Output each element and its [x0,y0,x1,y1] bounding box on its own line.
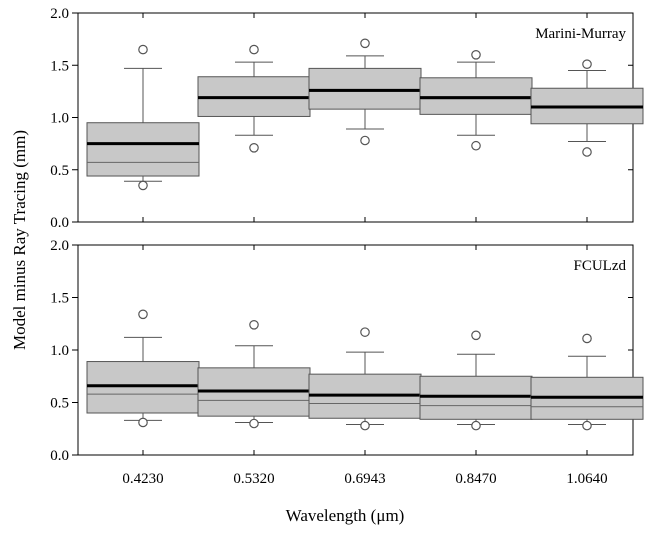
outlier-point [360,38,370,49]
x-tick-label: 1.0640 [566,471,607,487]
outlier-point [138,417,148,428]
box-rect [419,77,533,115]
panel-2: 0.0 0.5 1.0 1.5 2.0 FCULzd [50,238,644,464]
box-0.4230 [86,309,200,428]
box-0.5320 [197,319,311,429]
y-tick-label: 1.5 [50,58,69,74]
outlier-point [471,330,481,341]
outlier-point [582,147,592,157]
y-tick-label: 2.0 [50,238,69,254]
outlier-point [582,59,592,70]
outlier-point [471,420,481,431]
panel-label: Marini-Murray [535,26,626,42]
outlier-point [360,135,370,146]
box-rect [308,67,422,110]
outlier-point [138,180,148,191]
box-0.8470 [419,49,533,151]
box-0.5320 [197,44,311,153]
box-rect [86,122,200,177]
y-tick-label: 0.5 [50,396,69,412]
outlier-point [249,143,259,153]
box-0.6943 [308,327,422,431]
panel-label: FCULzd [574,258,627,274]
y-axis-label: Model minus Ray Tracing (mm) [10,130,29,350]
box-1.0640 [530,333,644,431]
x-tick-label: 0.6943 [344,471,385,487]
box-rect [86,361,200,414]
outlier-point [582,420,592,431]
outlier-point [360,327,370,337]
outlier-point [249,319,259,330]
x-tick-label: 0.8470 [455,471,496,487]
x-tick-label: 0.4230 [122,471,163,487]
y-tick-label: 1.0 [50,343,69,359]
y-tick-label: 0.0 [50,448,69,464]
y-tick-label: 0.5 [50,163,69,179]
outlier-point [471,49,481,60]
outlier-point [249,44,259,55]
outlier-point [360,420,370,431]
box-0.4230 [86,44,200,191]
box-0.6943 [308,38,422,146]
x-tick-label: 0.5320 [233,471,274,487]
plot-frame [77,244,634,456]
y-tick-label: 0.0 [50,215,69,231]
outlier-point [138,309,148,320]
y-tick-label: 2.0 [50,6,69,22]
outlier-point [582,333,592,344]
y-tick-label: 1.5 [50,291,69,307]
panel-1: 0.0 0.5 1.0 1.5 2.0 Marini-Murray [50,6,644,231]
box-0.8470 [419,330,533,431]
box-rect [419,375,533,420]
outlier-point [471,140,481,151]
y-tick-label: 1.0 [50,111,69,127]
box-1.0640 [530,59,644,157]
outlier-point [249,418,259,429]
x-axis-label: Wavelength (μm) [286,506,405,525]
outlier-point [138,44,148,55]
